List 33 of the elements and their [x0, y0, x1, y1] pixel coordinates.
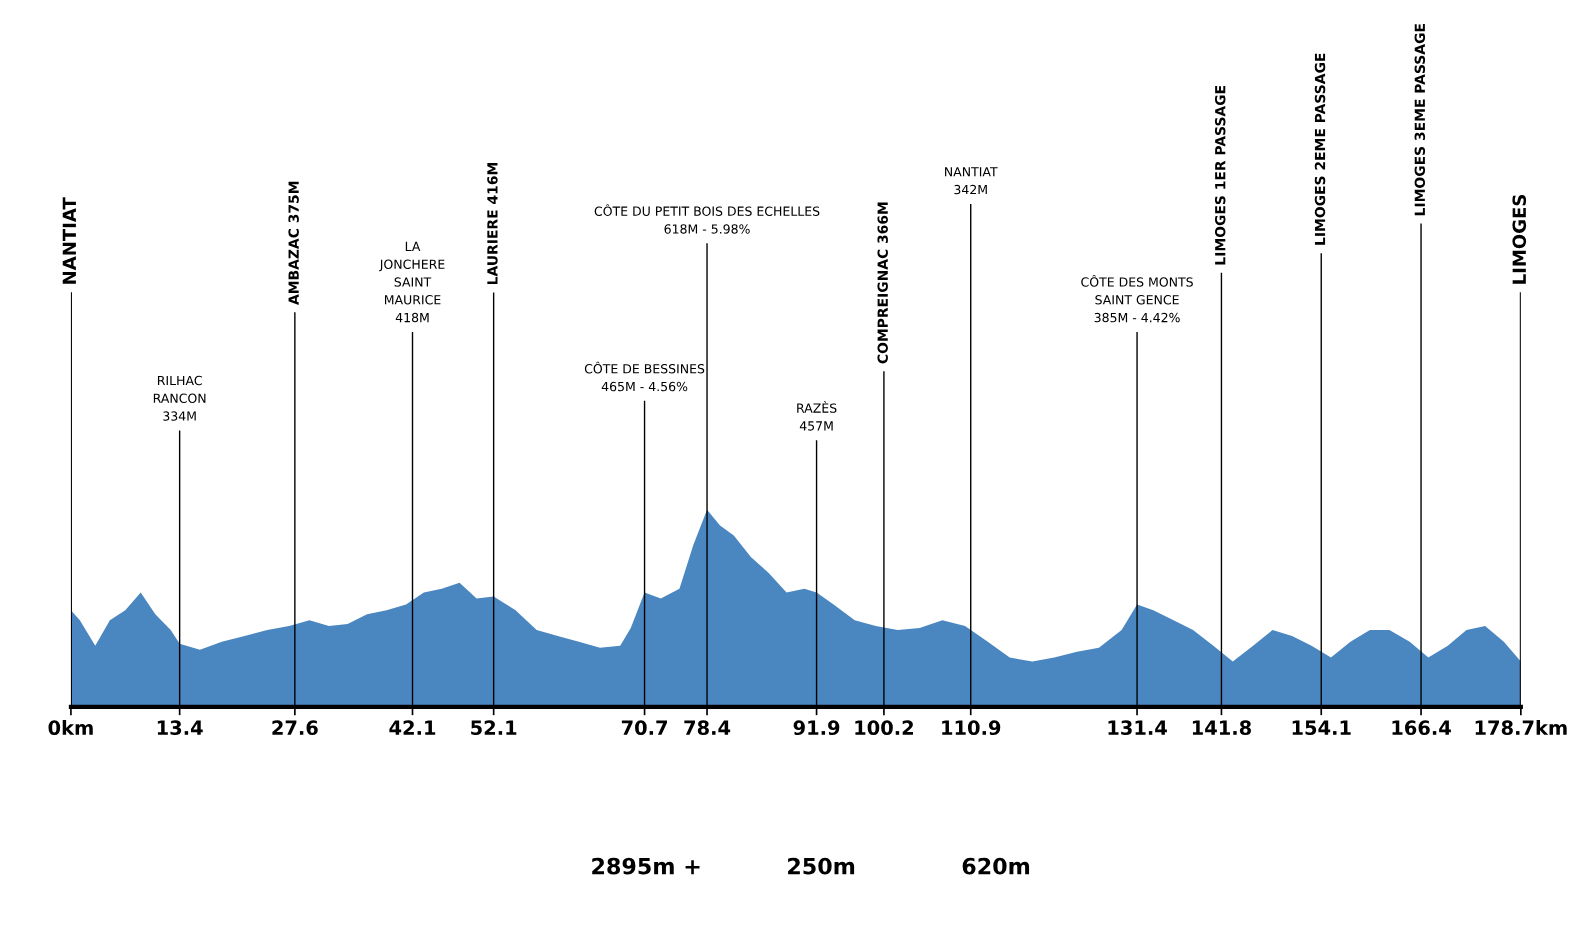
ref-line-label: RAZÈS 457M [797, 401, 837, 431]
ref-line-label: LAURIERE 416M [487, 163, 498, 285]
x-tick-label: 110.9 [942, 720, 1001, 736]
ref-line-label: AMBAZAC 375M [288, 181, 299, 305]
x-tick-label: 70.7 [621, 720, 667, 736]
text: 620m [962, 857, 1030, 875]
x-tick-label: 13.4 [157, 720, 203, 736]
x-tick-label: 141.8 [1192, 720, 1251, 736]
text: 250m [788, 857, 855, 875]
ref-line-label: LIMOGES 1ER PASSAGE [1214, 85, 1226, 265]
x-tick-label: 42.1 [389, 720, 436, 735]
x-tick-label: 91.9 [793, 720, 840, 736]
ref-line-label: LA JONCHERE SAINT MAURICE 418M [379, 241, 445, 323]
ref-line-label: CÔTE DES MONTS SAINT GENCE 385M - 4.42% [1081, 274, 1193, 323]
ref-line-label: LIMOGES [1512, 194, 1527, 284]
x-tick-label: 178.7km [1475, 719, 1567, 736]
ref-line-label: CÔTE DE BESSINES 465M - 4.56% [584, 361, 705, 392]
x-tick-label: 154.1 [1292, 720, 1351, 736]
ref-line-label: LIMOGES 3EME PASSAGE [1414, 24, 1426, 216]
ref-line-label: NANTIAT 342M [945, 167, 998, 195]
ref-line-label: LIMOGES 2EME PASSAGE [1314, 53, 1326, 245]
ref-line-label: NANTIAT [62, 197, 76, 284]
text: 2895m + [592, 857, 700, 875]
x-tick-label: 166.4 [1392, 720, 1451, 736]
x-tick-label: 131.4 [1108, 720, 1167, 736]
x-tick-label: 52.1 [471, 720, 517, 736]
ref-line-label: CÔTE DU PETIT BOIS DES ECHELLES 618M - 5.98% [594, 204, 820, 234]
x-tick-label: 27.6 [272, 720, 318, 736]
ref-line-label: RILHAC RANCON 334M [153, 375, 206, 421]
ref-line-label: COMPREIGNAC 366M [877, 202, 888, 364]
x-tick-label: 100.2 [855, 720, 913, 736]
x-tick-label: 0km [48, 719, 93, 736]
x-tick-label: 78.4 [684, 720, 731, 736]
